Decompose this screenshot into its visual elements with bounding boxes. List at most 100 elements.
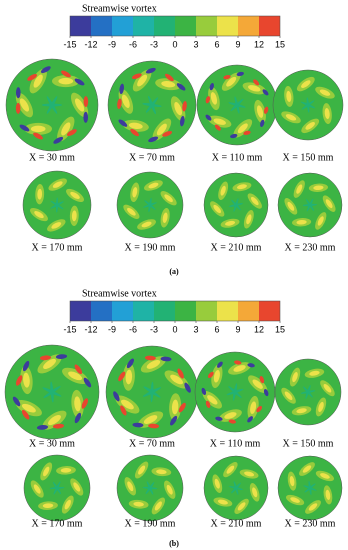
contour-petal-core (296, 219, 307, 225)
contour-petal-core (68, 371, 83, 381)
colorbar-tick-label: 15 (275, 324, 285, 334)
colorbar-tick-label: 9 (235, 324, 240, 334)
plot-label: X = 150 mm (283, 438, 334, 449)
contour-petal-core (236, 184, 247, 190)
contour-petal-core (52, 181, 63, 188)
contour-center (143, 202, 157, 208)
contour-petal-core (217, 499, 228, 505)
contour-petal-core (250, 401, 257, 415)
contour-petal-core (226, 76, 237, 87)
contour-petal-core (137, 74, 148, 87)
colorbar-tick-label: 0 (172, 324, 177, 334)
colorbar-segment (70, 16, 91, 36)
contour-petal-core (324, 107, 330, 120)
colorbar-segment (133, 16, 154, 36)
contour-negative (230, 133, 238, 139)
contour-center (226, 388, 244, 396)
contour-center (50, 201, 64, 209)
contour-petal-core (237, 502, 246, 511)
contour-positive (207, 371, 214, 379)
contour-petal-core (287, 201, 295, 211)
colorbar-tick-label: 0 (172, 39, 177, 49)
plot-label: X = 230 mm (285, 518, 336, 529)
contour-negative (145, 67, 156, 74)
contour-negative (236, 71, 244, 77)
contour-positive (27, 73, 38, 81)
contour-petal-core (156, 123, 167, 136)
contour-plot (274, 358, 342, 426)
contour-petal-core (252, 379, 263, 389)
colorbar-tick-label: -15 (63, 324, 76, 334)
contour-positive (21, 409, 30, 420)
colorbar-tick-label: -12 (84, 39, 97, 49)
contour-center (145, 97, 159, 113)
contour-plot (107, 60, 197, 150)
contour-negative (15, 87, 21, 99)
contour-petal-core (73, 482, 81, 492)
contour-positive (144, 355, 156, 361)
contour-petal-core (74, 396, 81, 412)
colorbar-segment (196, 301, 217, 321)
contour-petal-core (162, 212, 168, 223)
contour-petal-core (224, 412, 237, 419)
contour-petal-core (127, 481, 134, 492)
contour-petal-core (138, 465, 146, 475)
plot-label: X = 210 mm (211, 242, 262, 253)
contour-petal-core (325, 199, 333, 209)
contour-center (229, 486, 243, 490)
contour-petal-core (74, 98, 85, 112)
contour-plot (116, 454, 184, 522)
contour-petal-core (141, 221, 152, 228)
colorbar-tick-label: -6 (129, 324, 137, 334)
contour-center (142, 387, 162, 397)
contour-center (230, 98, 244, 112)
contour-petal-core (214, 478, 220, 489)
contour-petal-core (244, 471, 255, 477)
contour-petal-core (174, 102, 183, 116)
contour-plot (196, 64, 278, 146)
contour-positive (177, 368, 184, 379)
contour-negative (12, 396, 21, 407)
contour-petal-core (210, 92, 218, 105)
contour-positive (83, 96, 89, 108)
contour-positive (182, 101, 187, 112)
contour-positive (74, 364, 83, 375)
plot-label: X = 70 mm (129, 152, 175, 163)
contour-negative (118, 119, 128, 127)
contour-negative (132, 422, 144, 428)
contour-positive (39, 355, 52, 361)
plot-label: X = 230 mm (285, 242, 336, 253)
contour-petal-core (320, 473, 330, 479)
contour-positive (66, 129, 77, 137)
colorbar-tick-label: 9 (235, 39, 240, 49)
contour-petal-core (226, 465, 235, 474)
colorbar-segment (217, 16, 238, 36)
contour-center (43, 385, 61, 399)
contour-positive (243, 130, 251, 136)
contour-negative (83, 111, 89, 123)
colorbar-segment (133, 301, 154, 321)
contour-positive (214, 124, 221, 131)
contour-negative (113, 391, 120, 402)
colorbar-tick-label: -15 (63, 39, 76, 49)
contour-positive (131, 73, 142, 80)
contour-negative (74, 78, 85, 86)
contour-positive (117, 98, 122, 109)
contour-center (49, 486, 65, 490)
colorbar-tick-label: 3 (193, 39, 198, 49)
colorbar-title: Streamwise vortex (82, 3, 157, 14)
contour-petal-core (301, 80, 311, 88)
contour-center (142, 486, 158, 490)
contour-plot (203, 172, 269, 238)
contour-petal-core (33, 484, 41, 494)
contour-positive (223, 74, 231, 80)
contour-petal-core (19, 98, 30, 112)
colorbar-tick-label: 3 (193, 324, 198, 334)
contour-petal-core (23, 372, 30, 388)
contour-positive (205, 400, 211, 408)
contour-petal-core (161, 80, 176, 88)
contour-negative (217, 361, 223, 368)
contour-center (300, 390, 316, 394)
colorbar-segment (259, 301, 280, 321)
colorbar-tick-label: 12 (254, 39, 264, 49)
